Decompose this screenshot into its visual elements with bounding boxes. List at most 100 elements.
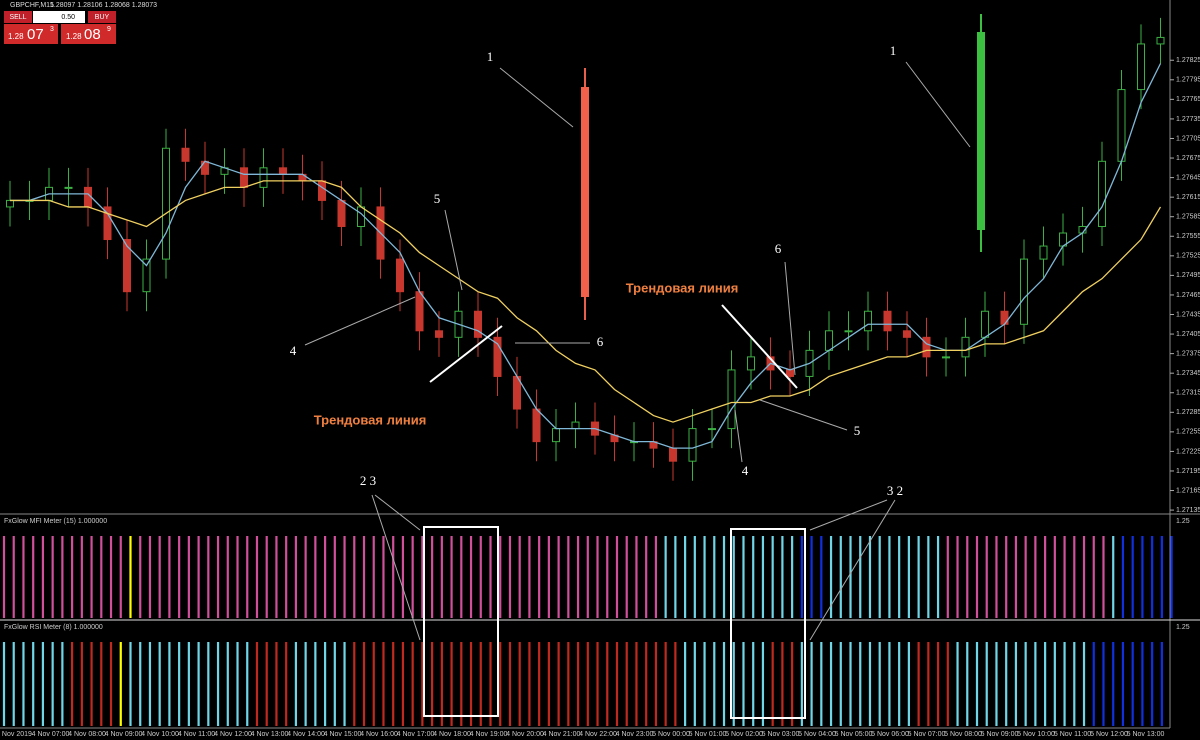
x-tick-label: 5 Nov 02:00 xyxy=(725,731,763,738)
candle-body xyxy=(727,369,736,430)
candle-body xyxy=(1020,258,1028,325)
candle-body xyxy=(942,356,950,359)
x-tick-label: 5 Nov 11:00 xyxy=(1054,731,1091,738)
sell-button[interactable] xyxy=(4,11,32,23)
candle-body xyxy=(864,310,872,332)
x-tick-label: 5 Nov 13:00 xyxy=(1127,731,1165,738)
y-tick-label: 1.27675 xyxy=(1176,155,1200,162)
pointer xyxy=(809,499,896,641)
x-tick-label: 5 Nov 09:00 xyxy=(981,731,1019,738)
candle-body xyxy=(552,428,560,443)
indicator-title: FxGlow RSI Meter (8) 1.000000 xyxy=(4,624,103,631)
label: 2 3 xyxy=(360,473,376,488)
pointer xyxy=(371,494,421,641)
candle-body xyxy=(162,147,170,260)
x-tick-label: 5 Nov 04:00 xyxy=(798,731,836,738)
bid-prefix: 1.28 xyxy=(8,32,24,41)
pointer xyxy=(374,494,421,531)
x-tick-label: 4 Nov 22:00 xyxy=(579,731,617,738)
y-tick-label: 1.27345 xyxy=(1176,370,1200,377)
candle-body xyxy=(396,258,404,293)
quote: 1.28097 1.28106 1.28068 1.28073 xyxy=(50,2,157,9)
candle-body xyxy=(103,206,112,241)
symbol: GBPCHF,M15 xyxy=(10,2,54,9)
example-candle xyxy=(581,87,589,297)
candle-body xyxy=(883,310,892,332)
x-tick-label: 4 Nov 14:00 xyxy=(287,731,325,738)
pointer xyxy=(784,261,796,376)
candle-body xyxy=(1137,43,1145,91)
pointer xyxy=(809,499,888,531)
x-tick-label: 4 Nov 13:00 xyxy=(251,731,289,738)
y-tick-label: 1.27315 xyxy=(1176,390,1200,397)
y-tick-label: 1.27165 xyxy=(1176,487,1200,494)
candle-body xyxy=(688,428,697,462)
pointer xyxy=(905,61,971,148)
label: 1 xyxy=(890,43,897,58)
y-tick-label: 1.27735 xyxy=(1176,116,1200,123)
candle-body xyxy=(259,167,268,188)
y-tick-label: 1.27285 xyxy=(1176,409,1200,416)
annotations: 1 1 5 6 4 6 5 4 Трендовая линия Трендова… xyxy=(290,14,985,719)
x-tick-label: 5 Nov 05:00 xyxy=(835,731,873,738)
ask-box[interactable] xyxy=(61,24,116,44)
x-tick-label: 5 Nov 07:00 xyxy=(908,731,946,738)
x-tick-label: 5 Nov 06:00 xyxy=(871,731,909,738)
x-tick-label: 4 Nov 12:00 xyxy=(214,731,252,738)
bid-big: 07 xyxy=(27,26,44,43)
candle-body xyxy=(786,369,794,377)
x-tick-label: 4 Nov 21:00 xyxy=(543,731,581,738)
trend-label: Трендовая линия xyxy=(314,412,427,427)
y-tick-label: 1.27495 xyxy=(1176,272,1200,279)
candle-body xyxy=(142,258,151,293)
sell-label: SELL xyxy=(9,14,26,21)
ask-prefix: 1.28 xyxy=(66,32,82,41)
x-tick-label: 5 Nov 08:00 xyxy=(944,731,982,738)
label: 6 xyxy=(775,241,782,256)
label: 5 xyxy=(854,423,861,438)
x-tick-label: 4 Nov 18:00 xyxy=(433,731,471,738)
candle-body xyxy=(532,408,541,443)
y-tick-label: 1.27255 xyxy=(1176,429,1200,436)
candle-body xyxy=(981,310,989,338)
highlight-box xyxy=(423,526,499,717)
buy-label: BUY xyxy=(95,14,110,21)
buy-button[interactable] xyxy=(88,11,116,23)
y-tick-label: 1.27465 xyxy=(1176,292,1200,299)
pointer xyxy=(444,209,463,291)
label: 4 xyxy=(742,463,749,478)
label: 4 xyxy=(290,343,297,358)
bid-box[interactable] xyxy=(4,24,58,44)
candle-body xyxy=(240,167,248,188)
candle-body xyxy=(493,336,502,377)
x-tick-label: 4 Nov 2019 xyxy=(0,731,32,738)
example-candle xyxy=(977,32,985,230)
y-tick-label: 1.27375 xyxy=(1176,350,1200,357)
x-tick-label: 4 Nov 16:00 xyxy=(360,731,398,738)
x-tick-label: 5 Nov 00:00 xyxy=(652,731,690,738)
chart-marks: 1.27825 1.27795 1.27765 1.27735 1.27705 1.276… xyxy=(0,17,1200,738)
lot-input[interactable] xyxy=(33,11,85,23)
candle-body xyxy=(961,336,970,358)
x-tick-label: 4 Nov 11:00 xyxy=(178,731,215,738)
x-tick-label: 4 Nov 23:00 xyxy=(616,731,654,738)
y-tick-label: 1.27705 xyxy=(1176,135,1200,142)
candle-body xyxy=(337,199,346,227)
pointer xyxy=(499,67,574,128)
trend-label: Трендовая линия xyxy=(626,280,739,295)
indicator-scale: 1.25 xyxy=(1176,518,1190,525)
candle-body xyxy=(1156,36,1165,45)
y-tick-label: 1.27405 xyxy=(1176,331,1200,338)
y-tick-label: 1.27435 xyxy=(1176,311,1200,318)
pointer xyxy=(759,399,848,431)
x-tick-label: 4 Nov 15:00 xyxy=(324,731,362,738)
candle-body xyxy=(844,330,853,333)
lot-value: 0.50 xyxy=(61,14,75,21)
trade-panel: SELL 0.50 BUY 1.28 07 3 1.28 08 9 xyxy=(4,11,116,44)
x-tick-label: 5 Nov 01:00 xyxy=(689,731,727,738)
candle-body xyxy=(123,239,131,293)
indicator-title: FxGlow MFI Meter (15) 1.000000 xyxy=(4,518,107,525)
indicator-scale: 1.25 xyxy=(1176,624,1190,631)
